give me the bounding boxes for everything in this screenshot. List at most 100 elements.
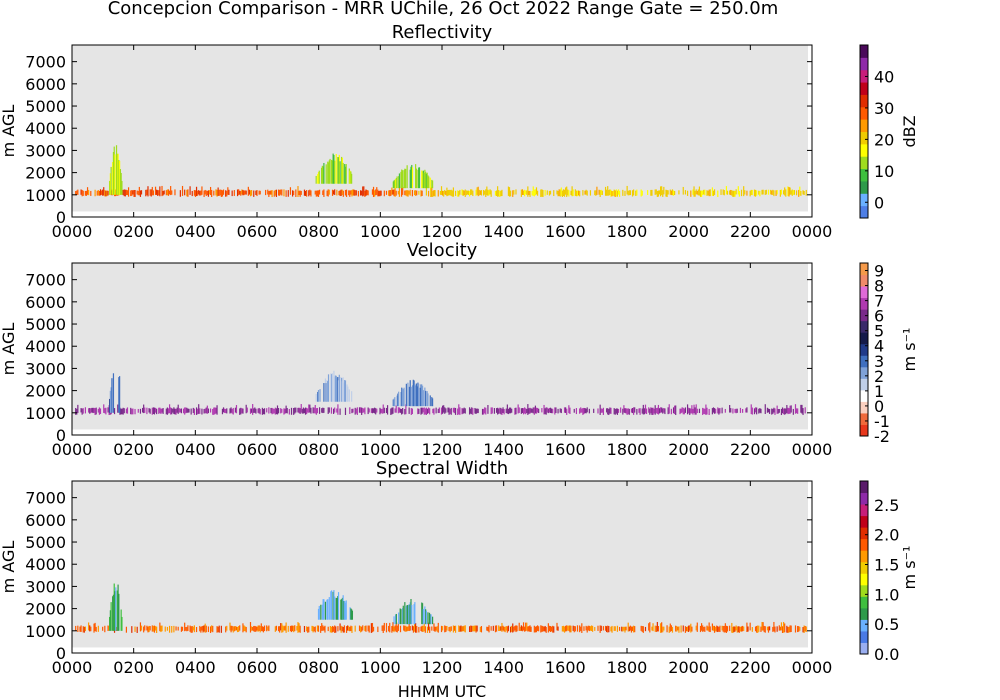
data-cell xyxy=(348,625,350,631)
data-cell xyxy=(691,405,693,414)
data-cell xyxy=(784,623,786,633)
data-cell xyxy=(363,408,365,413)
data-cell xyxy=(125,408,128,414)
data-cell xyxy=(331,374,333,402)
data-cell xyxy=(450,189,452,196)
data-cell xyxy=(683,408,685,415)
data-cell xyxy=(217,187,219,196)
data-cell xyxy=(554,407,556,415)
data-cell xyxy=(347,386,349,402)
data-cell xyxy=(349,407,351,414)
data-cell xyxy=(361,190,363,196)
data-cell xyxy=(529,407,531,414)
data-cell xyxy=(577,190,580,196)
data-cell xyxy=(372,186,375,198)
data-cell xyxy=(192,407,194,414)
data-cell xyxy=(180,626,183,632)
data-cell xyxy=(442,190,444,196)
colorbar-tick-label: 3 xyxy=(874,352,884,371)
data-cell xyxy=(208,190,211,195)
colorbar-swatch xyxy=(860,642,868,655)
data-cell xyxy=(801,404,803,414)
data-cell xyxy=(320,167,323,184)
data-cell xyxy=(255,190,257,195)
data-cell xyxy=(445,408,447,413)
data-cell xyxy=(404,602,406,625)
data-cell xyxy=(77,404,79,414)
data-cell xyxy=(239,190,241,195)
data-cell xyxy=(415,164,417,189)
data-cell xyxy=(167,189,170,196)
data-cell xyxy=(454,625,457,633)
data-cell xyxy=(173,407,175,415)
data-cell xyxy=(377,626,379,633)
data-cell xyxy=(762,189,764,195)
data-cell xyxy=(99,408,102,414)
data-cell xyxy=(317,172,320,184)
data-cell xyxy=(249,622,252,633)
data-cell xyxy=(102,189,104,196)
data-cell xyxy=(339,161,341,184)
data-cell xyxy=(622,626,624,632)
data-cell xyxy=(171,190,173,195)
data-cell xyxy=(434,190,436,197)
data-cell xyxy=(303,408,306,414)
data-cell xyxy=(351,609,353,620)
data-cell xyxy=(121,616,123,631)
data-cell xyxy=(270,190,272,195)
data-cell xyxy=(733,190,735,197)
x-tick-label: 0200 xyxy=(113,658,154,677)
data-cell xyxy=(322,599,324,620)
data-cell xyxy=(625,626,627,631)
data-cell xyxy=(545,626,547,633)
data-cell xyxy=(239,408,241,415)
data-cell xyxy=(692,408,694,415)
data-cell xyxy=(478,189,480,196)
data-cell xyxy=(364,625,366,632)
data-cell xyxy=(407,605,409,625)
data-cell xyxy=(484,407,486,414)
data-cell xyxy=(152,407,154,415)
data-cell xyxy=(642,626,644,633)
data-cell xyxy=(398,612,400,625)
data-cell xyxy=(749,622,751,631)
data-cell xyxy=(535,626,538,633)
data-cell xyxy=(393,180,395,189)
colorbar-frame xyxy=(859,262,869,437)
x-tick-label: 2200 xyxy=(730,222,771,241)
data-cell xyxy=(450,626,452,631)
data-cell xyxy=(501,408,503,415)
data-cell xyxy=(548,190,551,196)
data-cell xyxy=(94,622,96,632)
data-cell xyxy=(628,408,630,415)
data-cell xyxy=(608,408,610,416)
data-cell xyxy=(431,626,433,631)
colorbar-swatch xyxy=(860,69,868,83)
data-cell xyxy=(708,189,710,197)
data-cell xyxy=(405,383,407,407)
data-cell xyxy=(120,408,122,415)
data-cell xyxy=(295,189,297,197)
data-cell xyxy=(355,408,357,414)
data-cell xyxy=(181,626,184,631)
data-cell xyxy=(204,189,206,195)
y-axis-label: m AGL xyxy=(0,541,18,594)
data-cell xyxy=(116,590,118,631)
data-cell xyxy=(90,408,92,414)
data-cell xyxy=(315,175,317,184)
data-cell xyxy=(130,190,132,197)
data-cell xyxy=(754,407,757,413)
data-cell xyxy=(503,626,505,632)
data-cell xyxy=(584,408,586,414)
data-cell xyxy=(622,189,624,196)
data-cell xyxy=(411,385,414,407)
data-cell xyxy=(139,190,142,197)
data-cell xyxy=(743,186,745,197)
data-cell xyxy=(183,408,185,414)
data-cell xyxy=(355,190,357,196)
data-cell xyxy=(350,190,352,195)
data-cell xyxy=(352,408,354,413)
data-cell xyxy=(209,186,212,196)
data-cell xyxy=(454,190,457,196)
data-cell xyxy=(391,187,393,195)
